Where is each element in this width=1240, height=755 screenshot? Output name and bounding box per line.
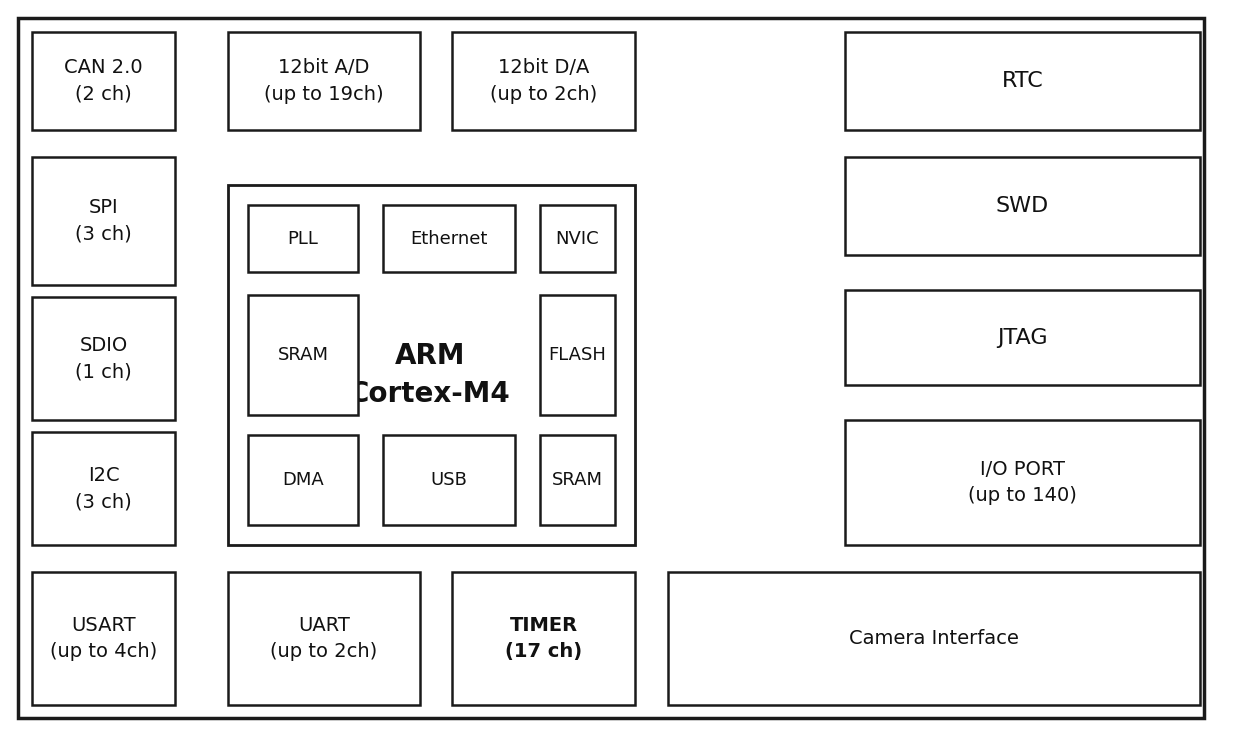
- Text: I2C
(3 ch): I2C (3 ch): [76, 466, 131, 511]
- Bar: [248, 295, 358, 415]
- Text: USART
(up to 4ch): USART (up to 4ch): [50, 616, 157, 661]
- Bar: [383, 205, 515, 272]
- Bar: [844, 420, 1200, 545]
- Text: I/O PORT
(up to 140): I/O PORT (up to 140): [968, 460, 1076, 505]
- Bar: [32, 157, 175, 285]
- Text: PLL: PLL: [288, 230, 319, 248]
- Text: NVIC: NVIC: [556, 230, 599, 248]
- Bar: [32, 572, 175, 705]
- Text: USB: USB: [430, 471, 467, 489]
- Bar: [539, 205, 615, 272]
- Bar: [539, 295, 615, 415]
- Bar: [228, 32, 420, 130]
- Text: SRAM: SRAM: [552, 471, 603, 489]
- Bar: [668, 572, 1200, 705]
- Text: JTAG: JTAG: [997, 328, 1048, 347]
- Text: CAN 2.0
(2 ch): CAN 2.0 (2 ch): [64, 58, 143, 103]
- Bar: [248, 435, 358, 525]
- Bar: [32, 432, 175, 545]
- Bar: [453, 572, 635, 705]
- Text: SWD: SWD: [996, 196, 1049, 216]
- Bar: [248, 205, 358, 272]
- Text: 12bit A/D
(up to 19ch): 12bit A/D (up to 19ch): [264, 58, 384, 103]
- Bar: [453, 32, 635, 130]
- Text: ARM
Cortex-M4: ARM Cortex-M4: [350, 341, 511, 408]
- Text: SDIO
(1 ch): SDIO (1 ch): [76, 336, 131, 381]
- Bar: [844, 290, 1200, 385]
- Bar: [32, 32, 175, 130]
- Bar: [32, 297, 175, 420]
- Text: 12bit D/A
(up to 2ch): 12bit D/A (up to 2ch): [490, 58, 598, 103]
- Text: TIMER
(17 ch): TIMER (17 ch): [505, 616, 582, 661]
- Bar: [844, 157, 1200, 255]
- Bar: [844, 32, 1200, 130]
- Text: SPI
(3 ch): SPI (3 ch): [76, 199, 131, 244]
- Bar: [383, 435, 515, 525]
- Text: Camera Interface: Camera Interface: [849, 629, 1019, 648]
- Text: SRAM: SRAM: [278, 346, 329, 364]
- Bar: [539, 435, 615, 525]
- Text: Ethernet: Ethernet: [410, 230, 487, 248]
- Bar: [228, 185, 635, 545]
- Text: DMA: DMA: [283, 471, 324, 489]
- Text: FLASH: FLASH: [548, 346, 606, 364]
- Bar: [228, 572, 420, 705]
- Text: RTC: RTC: [1002, 71, 1043, 91]
- Text: UART
(up to 2ch): UART (up to 2ch): [270, 616, 378, 661]
